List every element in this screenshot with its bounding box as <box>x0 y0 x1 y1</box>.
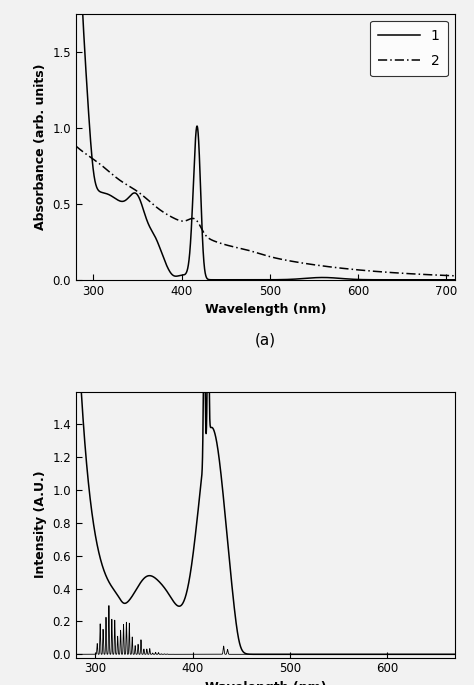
1 <box>452 275 458 284</box>
X-axis label: Wavelength (nm): Wavelength (nm) <box>205 681 326 685</box>
2 <box>142 193 147 201</box>
2 <box>218 239 224 247</box>
1 <box>218 275 224 284</box>
Y-axis label: Absorbance (arb. units): Absorbance (arb. units) <box>34 64 47 230</box>
Line: 1: 1 <box>76 0 455 279</box>
Line: 2: 2 <box>76 146 455 276</box>
1 <box>356 275 362 284</box>
1 <box>301 275 306 283</box>
1 <box>142 210 147 218</box>
1 <box>385 275 391 284</box>
2 <box>301 259 306 267</box>
2 <box>385 268 391 276</box>
Legend: 1, 2: 1, 2 <box>370 21 448 77</box>
Y-axis label: Intensity (A.U.): Intensity (A.U.) <box>34 471 46 578</box>
2 <box>319 262 325 270</box>
1 <box>319 273 325 282</box>
X-axis label: Wavelength (nm): Wavelength (nm) <box>205 303 326 316</box>
2 <box>452 272 458 280</box>
2 <box>356 266 362 274</box>
2 <box>73 142 79 150</box>
Text: (a): (a) <box>255 333 276 348</box>
